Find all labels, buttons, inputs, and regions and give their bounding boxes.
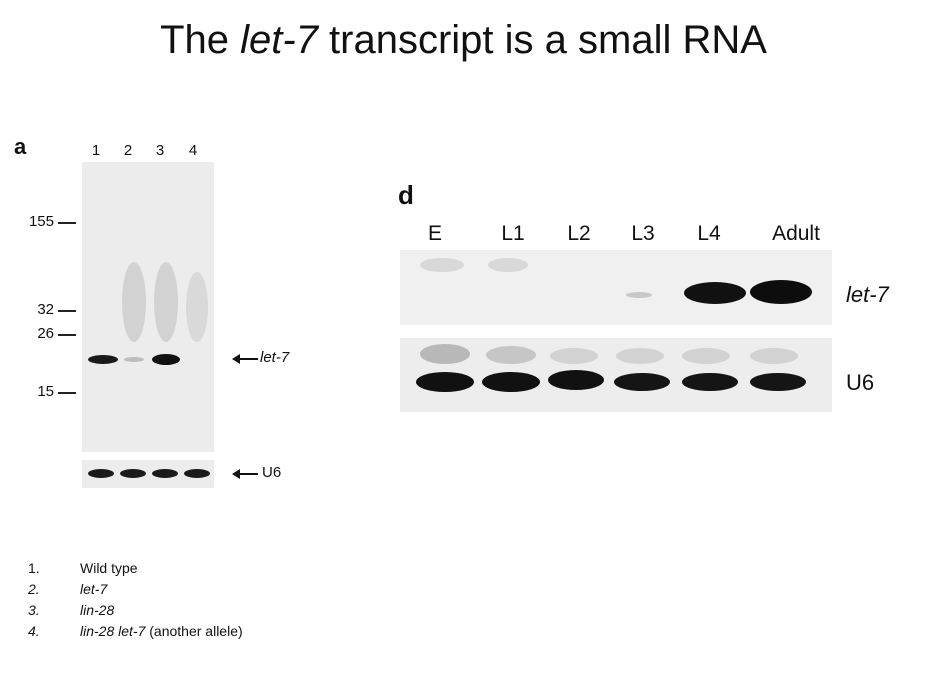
stage-label-adult: Adult: [772, 222, 820, 245]
smear-lane-2: [122, 262, 146, 342]
legend-text-4-genes: lin-28 let-7: [80, 623, 146, 639]
smear-u6-l4: [682, 348, 730, 364]
legend-text-4-suffix: (another allele): [145, 623, 243, 639]
row-label-let7: let-7: [846, 282, 889, 307]
title-gene: let-7: [240, 18, 318, 62]
stage-label-l3: L3: [631, 222, 655, 245]
let7-band-lane-2: [124, 357, 144, 362]
marker-26: 26: [37, 325, 54, 342]
u6-band-lane-3: [152, 469, 178, 478]
smear-lane-4: [186, 272, 208, 342]
panel-d-letter: d: [398, 180, 414, 210]
stage-label-l1: L1: [501, 222, 525, 245]
u6-band-l1: [482, 372, 540, 392]
marker-32: 32: [37, 301, 54, 318]
smear-u6-e: [420, 344, 470, 364]
let7-arrow-icon: [232, 354, 258, 364]
let7-band-l3: [626, 292, 652, 298]
u6-band-lane-2: [120, 469, 146, 478]
u6-arrow-icon: [232, 469, 258, 479]
let7-arrow-label: let-7: [260, 349, 290, 366]
title-prefix: The: [160, 18, 241, 62]
u6-band-l2: [548, 370, 604, 390]
lane-number-3: 3: [155, 142, 165, 159]
panel-d-u6-blot: [400, 338, 832, 412]
legend-num-4: 4.: [28, 623, 40, 639]
u6-band-adult: [750, 373, 806, 391]
legend-text-4: lin-28 let-7 (another allele): [80, 623, 243, 644]
let7-band-l4: [684, 282, 746, 304]
u6-band-l4: [682, 373, 738, 391]
faint-band-l1: [488, 258, 528, 272]
legend-num-3: 3.: [28, 602, 40, 618]
let7-band-lane-1: [88, 355, 118, 364]
marker-tick-155: [58, 222, 76, 224]
marker-tick-32: [58, 310, 76, 312]
stage-label-l4: L4: [697, 222, 721, 245]
let7-band-lane-3: [152, 354, 180, 365]
legend-text-3: lin-28: [80, 602, 115, 618]
u6-band-lane-4: [184, 469, 210, 478]
let7-band-adult: [750, 280, 812, 304]
lane-legend: 1. Wild type 2. let-7 3. lin-28 4. lin-2…: [28, 560, 243, 644]
smear-u6-l2: [550, 348, 598, 364]
marker-tick-26: [58, 334, 76, 336]
panel-a-letter: a: [14, 134, 27, 159]
smear-u6-l1: [486, 346, 536, 364]
panel-d-let7-blot: [400, 250, 832, 325]
legend-text-1: Wild type: [80, 560, 138, 576]
stage-label-l2: L2: [567, 222, 591, 245]
legend-num-2: 2.: [28, 581, 40, 597]
marker-15: 15: [37, 383, 54, 400]
legend-item-2: 2. let-7: [28, 581, 243, 602]
panel-a-u6-blot: [82, 460, 214, 488]
legend-text-2: let-7: [80, 581, 108, 597]
legend-item-1: 1. Wild type: [28, 560, 243, 581]
legend-item-4: 4. lin-28 let-7 (another allele): [28, 623, 243, 644]
smear-u6-l3: [616, 348, 664, 364]
u6-band-l3: [614, 373, 670, 391]
lane-number-1: 1: [91, 142, 101, 159]
slide-title: The let-7 transcript is a small RNA: [0, 18, 927, 63]
smear-lane-3: [154, 262, 178, 342]
u6-arrow-label: U6: [262, 464, 282, 481]
lane-number-4: 4: [188, 142, 198, 159]
legend-num-1: 1.: [28, 560, 40, 576]
faint-band-e: [420, 258, 464, 272]
marker-tick-15: [58, 392, 76, 394]
lane-number-2: 2: [123, 142, 133, 159]
title-suffix: transcript is a small RNA: [317, 18, 767, 62]
legend-item-3: 3. lin-28: [28, 602, 243, 623]
panel-a-blot: [82, 162, 214, 452]
u6-band-e: [416, 372, 474, 392]
smear-u6-adult: [750, 348, 798, 364]
row-label-u6: U6: [846, 370, 875, 395]
marker-155: 155: [28, 213, 54, 230]
stage-label-e: E: [427, 222, 442, 245]
u6-band-lane-1: [88, 469, 114, 478]
